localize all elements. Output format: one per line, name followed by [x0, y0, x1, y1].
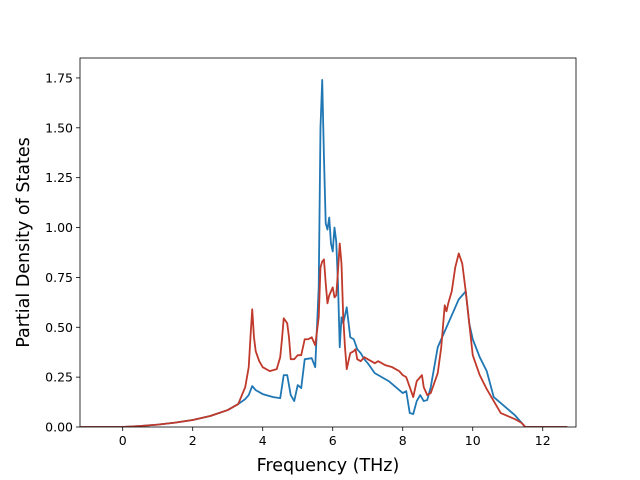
series-layer — [80, 79, 568, 427]
y-tick-label: 0.25 — [45, 370, 73, 385]
x-axis-label: Frequency (THz) — [257, 456, 400, 476]
x-tick-label: 0 — [119, 433, 127, 448]
x-tick-label: 2 — [189, 433, 197, 448]
x-tick-label: 8 — [399, 433, 407, 448]
y-tick-label: 0.00 — [45, 420, 73, 435]
series-line-2 — [80, 242, 568, 427]
y-tick-label: 0.50 — [45, 320, 73, 335]
x-tick-label: 6 — [329, 433, 337, 448]
y-tick-label: 1.50 — [45, 120, 73, 135]
plot-frame — [79, 57, 577, 428]
tick-layer: 0 2 4 6 8 10 12 0.00 0.25 0.50 0.75 1.00 1.25 1.50 1.7… — [45, 70, 551, 448]
x-tick-label: 12 — [535, 433, 551, 448]
y-tick-label: 0.75 — [45, 270, 73, 285]
x-tick-label: 4 — [259, 433, 267, 448]
y-tick-label: 1.75 — [45, 70, 73, 85]
y-tick-label: 1.25 — [45, 170, 73, 185]
y-axis-label: Partial Density of States — [14, 137, 34, 348]
series-line-1 — [80, 79, 568, 427]
x-tick-label: 10 — [465, 433, 481, 448]
y-tick-label: 1.00 — [45, 220, 73, 235]
